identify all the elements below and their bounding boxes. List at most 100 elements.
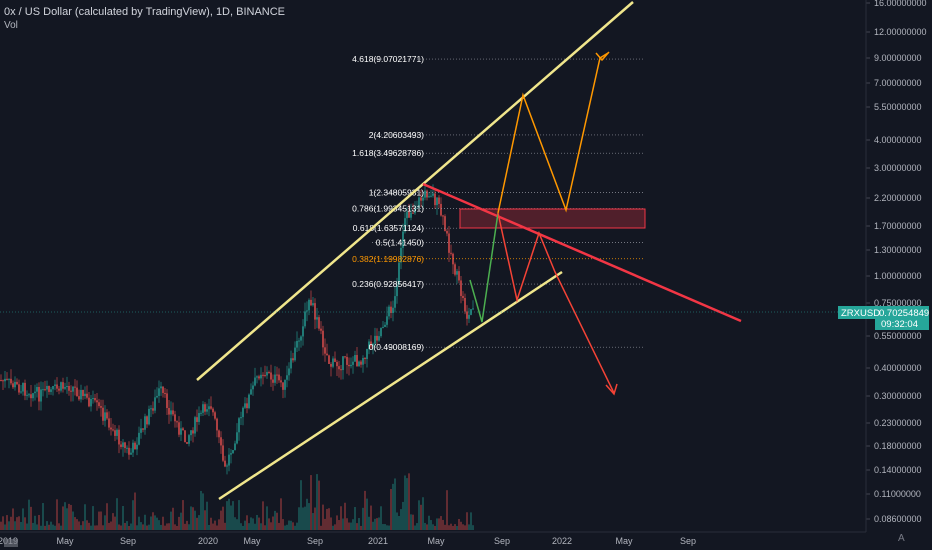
volume-bar xyxy=(172,507,174,530)
candle-body xyxy=(22,382,24,392)
price-tick-label: 0.55000000 xyxy=(874,331,922,341)
candle-body xyxy=(294,347,296,361)
candle-body xyxy=(432,193,434,196)
volume-bar xyxy=(186,520,188,530)
candle-body xyxy=(362,358,364,365)
volume-bar xyxy=(306,498,308,530)
price-tick-label: 0.14000000 xyxy=(874,465,922,475)
volume-bar xyxy=(4,524,6,530)
candle-body xyxy=(404,218,406,232)
candlestick-series xyxy=(0,184,474,475)
volume-bar xyxy=(196,517,198,530)
candle-body xyxy=(268,372,270,374)
time-tick-label: May xyxy=(427,536,445,546)
channel-lower-line[interactable] xyxy=(218,270,563,501)
candle-body xyxy=(146,416,148,425)
resistance-trendline[interactable] xyxy=(422,182,742,323)
volume-bar xyxy=(386,525,388,530)
volume-bar xyxy=(122,505,124,530)
bullish-projection-path[interactable] xyxy=(497,52,609,214)
candle-body xyxy=(168,408,170,415)
volume-bar xyxy=(194,510,196,530)
volume-bar xyxy=(8,521,10,530)
volume-bar xyxy=(472,525,474,530)
candle-body xyxy=(132,442,134,453)
volume-bar xyxy=(410,514,412,530)
volume-bar xyxy=(346,518,348,530)
volume-bar xyxy=(36,524,38,530)
volume-bar xyxy=(162,516,164,530)
volume-bar xyxy=(96,525,98,530)
volume-bar xyxy=(454,524,456,530)
candle-body xyxy=(184,430,186,443)
candle-body xyxy=(380,327,382,337)
candle-body xyxy=(8,378,10,380)
candle-body xyxy=(114,430,116,436)
candle-body xyxy=(152,408,154,411)
volume-bar xyxy=(446,490,448,530)
price-tick-label: 1.00000000 xyxy=(874,271,922,281)
volume-bar xyxy=(18,516,20,530)
candle-body xyxy=(122,442,124,447)
candle-body xyxy=(322,330,324,348)
volume-bar xyxy=(356,523,358,530)
candle-body xyxy=(236,432,238,444)
bounce-projection-path[interactable] xyxy=(469,212,499,323)
candle-body xyxy=(252,385,254,390)
volume-bar xyxy=(100,511,102,530)
time-tick-label: May xyxy=(243,536,261,546)
volume-bar xyxy=(450,523,452,530)
channel-upper-line[interactable] xyxy=(196,1,634,381)
candle-body xyxy=(238,418,240,433)
candle-body xyxy=(50,389,52,392)
volume-bar xyxy=(394,478,396,530)
volume-bar xyxy=(442,519,444,530)
candle-body xyxy=(382,326,384,328)
volume-bar xyxy=(400,509,402,530)
symbol-title[interactable]: 0x / US Dollar (calculated by TradingVie… xyxy=(4,6,286,18)
volume-bar xyxy=(408,473,410,530)
price-tick-label: 1.30000000 xyxy=(874,245,922,255)
candle-body xyxy=(302,326,304,337)
auto-scale-button[interactable]: A xyxy=(898,533,905,544)
candle-body xyxy=(458,271,460,281)
candle-body xyxy=(54,384,56,386)
candle-body xyxy=(78,396,80,400)
volume-bar xyxy=(254,523,256,530)
candle-body xyxy=(446,230,448,234)
candle-body xyxy=(66,385,68,388)
candle-body xyxy=(42,389,44,391)
volume-bar xyxy=(50,521,52,530)
candle-body xyxy=(98,402,100,407)
candle-body xyxy=(304,311,306,327)
candle-body xyxy=(38,386,40,402)
bearish-projection-path[interactable] xyxy=(497,212,615,394)
candle-body xyxy=(430,195,432,197)
volume-bar xyxy=(184,523,186,530)
last-price-marker[interactable]: ZRXUSD 0.70254849 09:32:04 xyxy=(838,306,929,330)
volume-bar xyxy=(312,513,314,530)
volume-bar xyxy=(174,524,176,530)
candle-body xyxy=(266,372,268,376)
volume-bar xyxy=(320,525,322,530)
candle-body xyxy=(26,394,28,396)
candle-body xyxy=(224,460,226,467)
volume-bar xyxy=(398,516,400,530)
volume-bar xyxy=(304,506,306,530)
volume-bar xyxy=(128,525,130,530)
volume-bar xyxy=(228,498,230,530)
volume-indicator-label[interactable]: Vol xyxy=(4,20,18,31)
volume-bar xyxy=(292,522,294,530)
volume-bar xyxy=(276,512,278,530)
volume-bar xyxy=(378,517,380,530)
candle-body xyxy=(440,203,442,216)
volume-bar xyxy=(248,523,250,530)
candle-body xyxy=(56,384,58,389)
candle-body xyxy=(170,410,172,415)
candle-body xyxy=(90,399,92,407)
candle-body xyxy=(402,231,404,248)
volume-bar xyxy=(204,510,206,530)
candle-body xyxy=(32,393,34,399)
candle-body xyxy=(386,316,388,325)
